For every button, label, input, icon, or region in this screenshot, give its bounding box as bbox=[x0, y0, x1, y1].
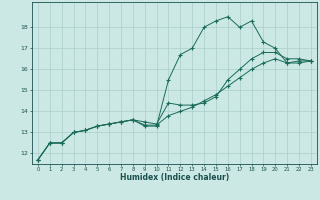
X-axis label: Humidex (Indice chaleur): Humidex (Indice chaleur) bbox=[120, 173, 229, 182]
